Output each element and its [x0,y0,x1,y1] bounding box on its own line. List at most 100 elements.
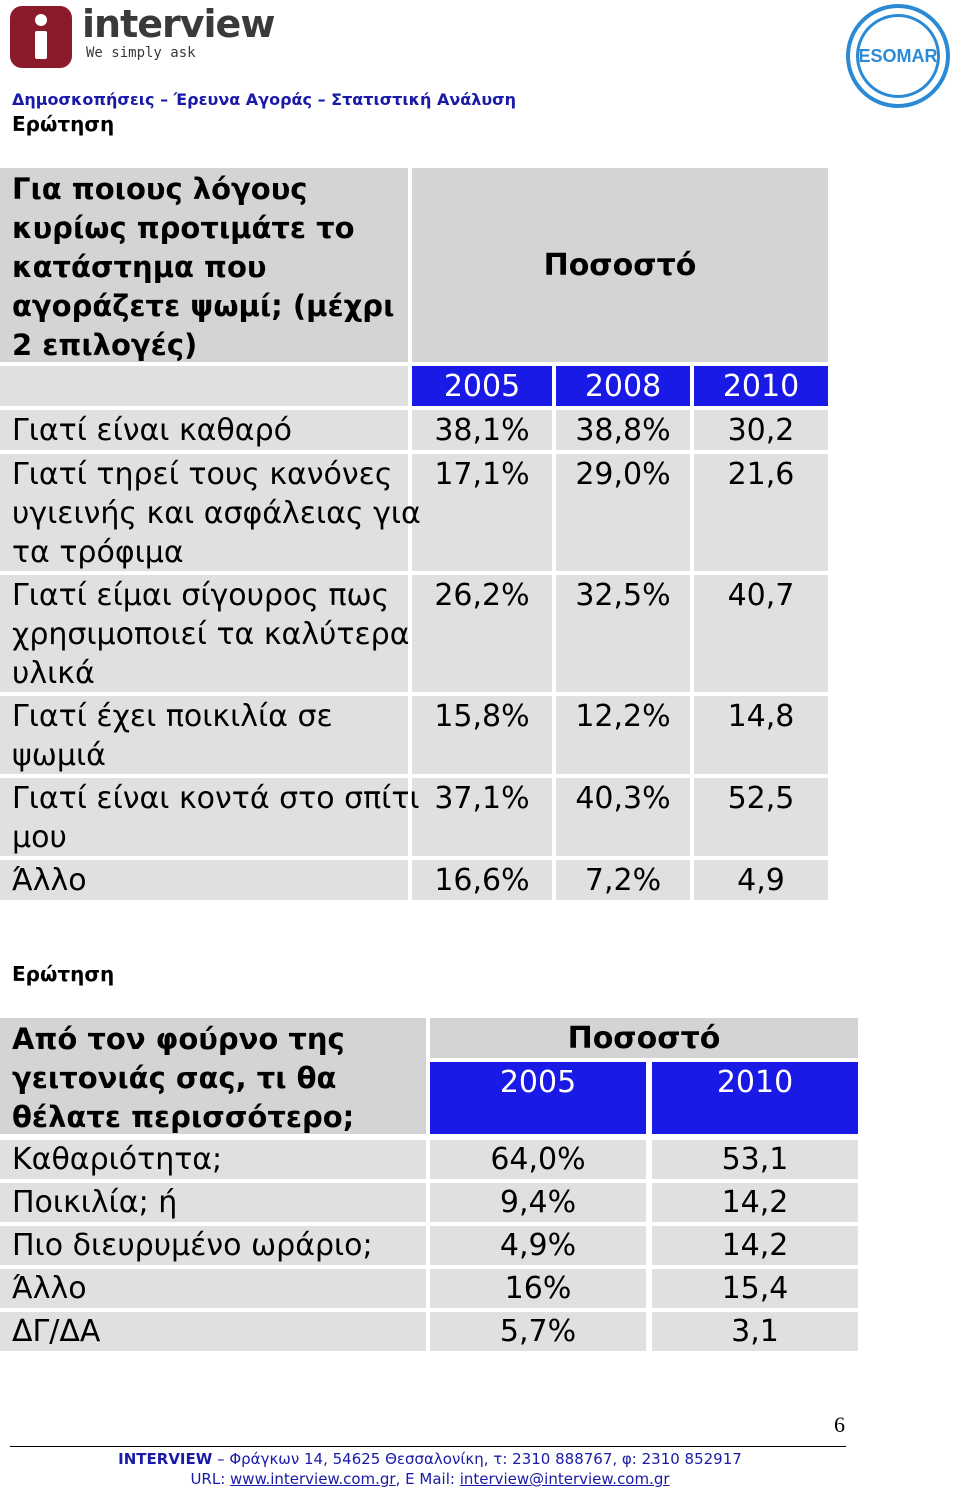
table2-row [0,1226,426,1265]
brand-tagline: We simply ask [86,45,196,61]
table1-value-cell [694,778,828,856]
table2-value-cell [652,1312,858,1351]
table1-value-cell [412,778,552,856]
table1-year: 2008 [584,369,662,404]
table1-row-label: Γιατί είναι κοντά στο σπίτι [12,781,420,816]
table2-value-cell [430,1269,646,1308]
footer-url-link[interactable]: www.interview.com.gr [230,1470,396,1488]
table1-measure-label: Ποσοστό [543,248,697,283]
table1-row-label: Γιατί είναι καθαρό [12,413,292,448]
table2-value-cell [430,1183,646,1222]
question-label-1: Ερώτηση [12,112,115,136]
table2-row [0,1140,426,1179]
table2-value-cell [652,1183,858,1222]
table2-year-cell [652,1062,858,1134]
table1-year-cell [412,366,552,406]
table1-row-label: ψωμιά [12,738,106,773]
page-number: 6 [834,1412,845,1437]
brand-name: interview [82,2,275,46]
table1-value-cell [556,696,690,774]
esomar-logo-text: ESOMAR [856,14,940,98]
table1-value: 38,1% [434,413,530,448]
table2-question-line: γειτονιάς σας, τι θα [12,1061,337,1095]
table1-value: 16,6% [434,863,530,898]
table2-row-label: Άλλο [12,1271,87,1306]
table1-question-line: αγοράζετε ψωμί; (μέχρι [12,289,395,323]
table1-row-label: τα τρόφιμα [12,535,184,570]
table1-value-cell [694,696,828,774]
table1-year: 2010 [722,369,800,404]
table1-row-label: Γιατί τηρεί τους κανόνες [12,457,393,492]
table1-question-line: κυρίως προτιμάτε το [12,211,355,245]
header-subtitle: Δημοσκοπήσεις – Έρευνα Αγοράς – Στατιστι… [12,90,516,109]
table2-value: 64,0% [490,1142,586,1177]
table2-row [0,1312,426,1351]
table1-value: 52,5 [727,781,795,816]
table2-row-label: ΔΓ/ΔΑ [12,1314,101,1349]
table2-value-cell [430,1226,646,1265]
table1-row [0,575,408,692]
table2-value: 9,4% [499,1185,577,1220]
table1-question-line: 2 επιλογές) [12,328,198,362]
table2-value-cell [652,1140,858,1179]
logo-i-bar [35,31,47,59]
table1-row [0,696,408,774]
logo-i-dot [35,14,47,26]
table1-row-label: Άλλο [12,863,87,898]
table1-value-cell [694,454,828,571]
table1-row-label: υλικά [12,656,95,691]
footer-address-line: INTERVIEW – Φράγκων 14, 54625 Θεσσαλονίκ… [0,1450,860,1468]
table1-year-cell [556,366,690,406]
table1-value: 29,0% [575,457,671,492]
table1-value-cell [556,860,690,900]
table1-value-cell [412,575,552,692]
table1-value: 12,2% [575,699,671,734]
table1-value-cell [412,410,552,450]
table2-value: 3,1 [731,1314,779,1349]
table1-value-cell [412,860,552,900]
table1-value: 21,6 [727,457,795,492]
table1-value: 38,8% [575,413,671,448]
table1-value: 15,8% [434,699,530,734]
table1-value: 7,2% [584,863,662,898]
table2-year: 2005 [499,1065,577,1100]
footer-url-label: URL: [190,1470,231,1488]
table2-value: 5,7% [499,1314,577,1349]
table2-row-label: Καθαριότητα; [12,1142,223,1177]
table1-value: 17,1% [434,457,530,492]
table1-measure-cell [412,168,828,362]
table1-years-blank [0,366,408,406]
table1-value: 26,2% [434,578,530,613]
table1-row [0,778,408,856]
footer-company: INTERVIEW [118,1450,213,1468]
table1-row-label: χρησιμοποιεί τα καλύτερα [12,617,410,652]
footer-email-link[interactable]: interview@interview.com.gr [459,1470,670,1488]
table2-row-label: Πιο διευρυμένο ωράριο; [12,1228,373,1263]
footer-divider [10,1446,846,1447]
table2-row [0,1183,426,1222]
table1-value: 40,7 [727,578,795,613]
footer-contact-line: URL: www.interview.com.gr, E Mail: inter… [0,1470,860,1488]
table2-value-cell [430,1312,646,1351]
table2-value: 4,9% [499,1228,577,1263]
footer-address: – Φράγκων 14, 54625 Θεσσαλονίκη, τ: 2310… [212,1450,742,1468]
table2-value-cell [430,1140,646,1179]
table2-row-label: Ποικιλία; ή [12,1185,178,1220]
table2-value: 15,4 [721,1271,789,1306]
table2-question-line: Από τον φούρνο της [12,1022,345,1056]
table1-value-cell [556,454,690,571]
table2-value: 14,2 [721,1228,789,1263]
table1-value: 37,1% [434,781,530,816]
table1-row-label: Γιατί είμαι σίγουρος πως [12,578,390,613]
table2-value-cell [652,1269,858,1308]
table1-row-label: μου [12,820,67,855]
table2-question-line: θέλατε περισσότερο; [12,1100,355,1134]
table2-value: 16% [504,1271,572,1306]
table1-row [0,410,408,450]
table1-value: 14,8 [727,699,795,734]
table1-row-label: υγιεινής και ασφάλειας για [12,496,421,531]
footer-email-label: , E Mail: [395,1470,460,1488]
table1-value: 40,3% [575,781,671,816]
table1-row-label: Γιατί έχει ποικιλία σε [12,699,333,734]
table2-year: 2010 [716,1065,794,1100]
